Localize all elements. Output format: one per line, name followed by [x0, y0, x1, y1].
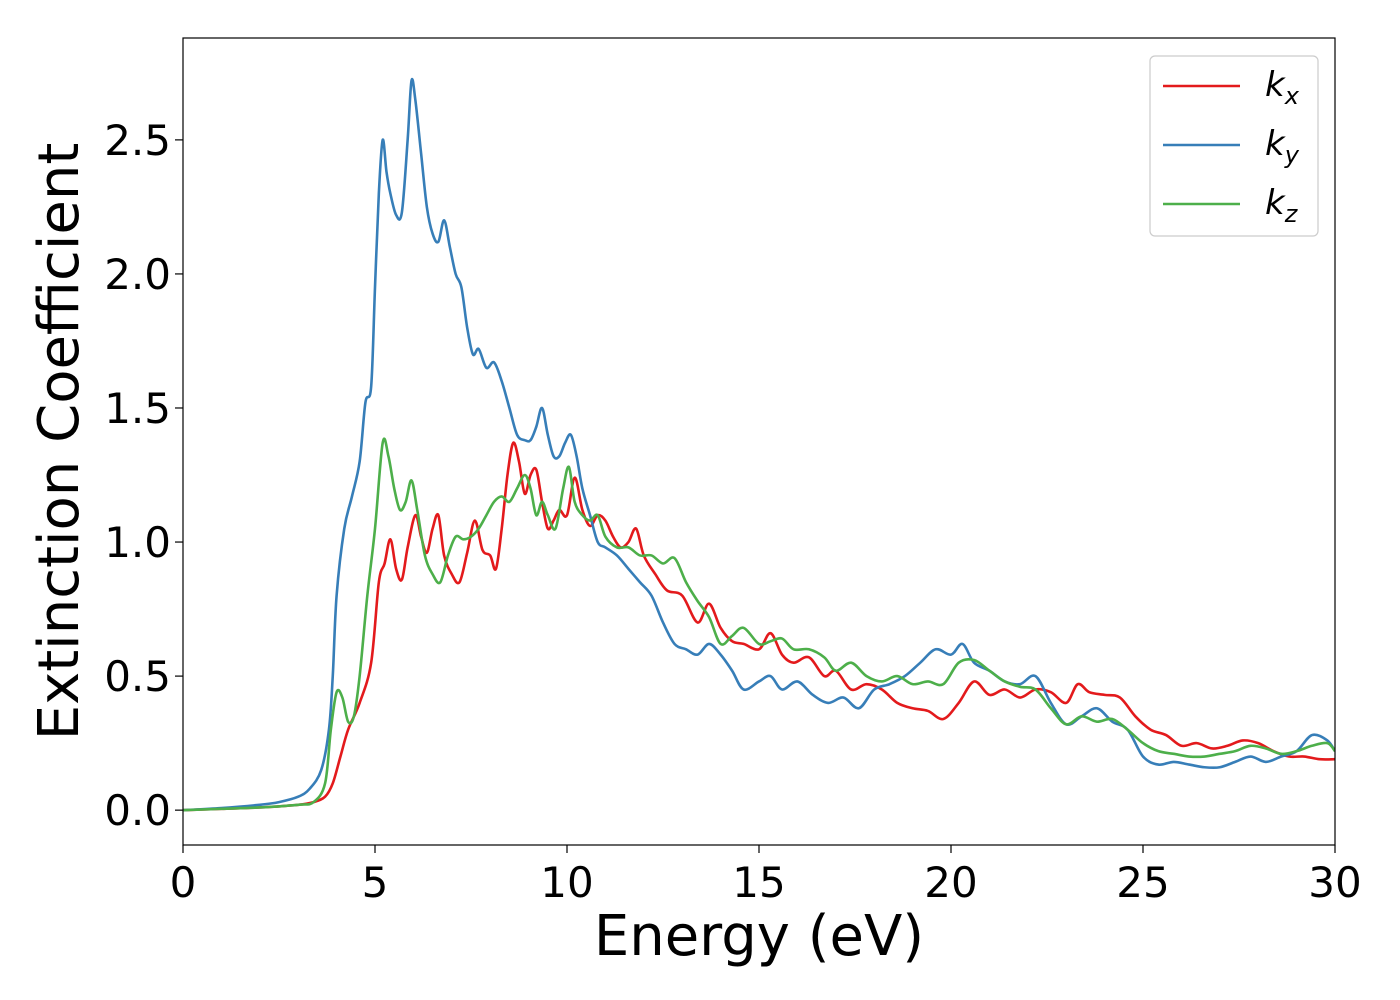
y-tick-label: 0.0 [104, 786, 171, 835]
series-line-x [183, 441, 1335, 812]
series-lines [183, 77, 1335, 812]
y-tick-label: 2.5 [104, 116, 171, 165]
x-tick-label: 15 [732, 858, 785, 907]
y-tick-label: 2.0 [104, 250, 171, 299]
y-axis-title: Extinction Coefficient [27, 143, 92, 741]
legend: kx ky kz [1149, 55, 1319, 237]
legend-label-x: kx [1265, 65, 1300, 110]
legend-label-y: ky [1265, 124, 1300, 169]
y-tick-label: 1.0 [104, 518, 171, 567]
y-tick-label: 0.5 [104, 652, 171, 701]
y-axis: 0.0 0.5 1.0 1.5 2.0 2.5 [104, 116, 183, 835]
x-tick-label: 10 [540, 858, 593, 907]
y-tick-label: 1.5 [104, 384, 171, 433]
x-tick-label: 30 [1308, 858, 1361, 907]
x-tick-label: 25 [1116, 858, 1169, 907]
x-tick-label: 5 [362, 858, 389, 907]
x-axis-title: Energy (eV) [594, 904, 924, 969]
legend-label-z: kz [1265, 183, 1299, 228]
x-axis: 0 5 10 15 20 25 30 [170, 845, 1362, 907]
x-tick-label: 0 [170, 858, 197, 907]
series-line-z [183, 437, 1335, 812]
x-tick-label: 20 [924, 858, 977, 907]
